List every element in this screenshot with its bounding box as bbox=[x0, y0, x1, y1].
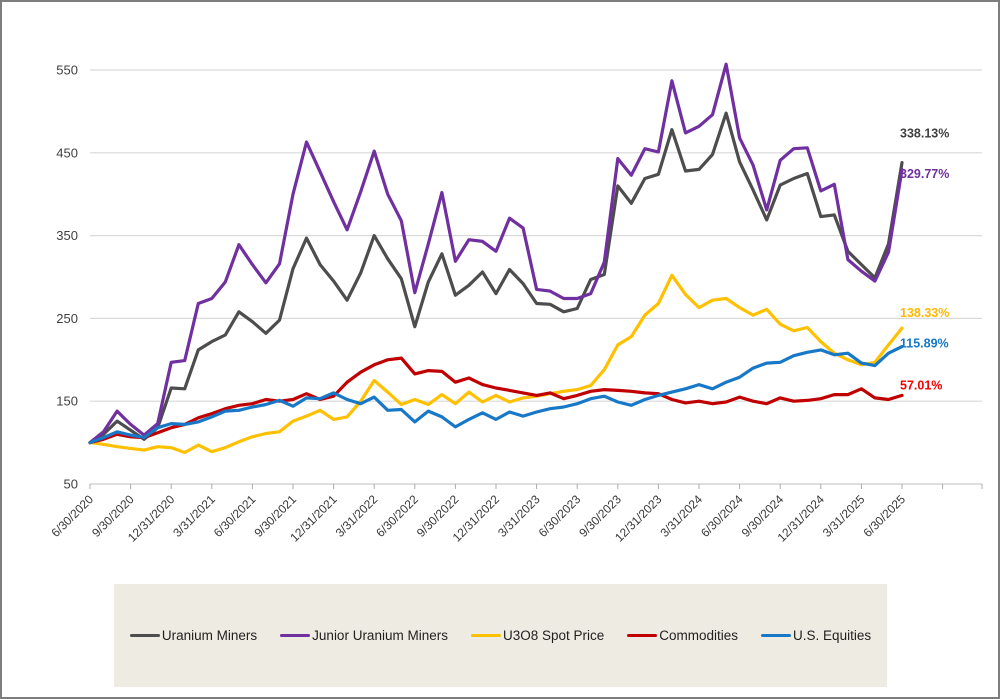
series-end-value-label: 138.33% bbox=[900, 306, 949, 320]
x-axis-date-label: 6/30/2021 bbox=[211, 492, 259, 540]
junior-uranium-miners-line bbox=[88, 62, 904, 445]
series-end-value-label: 329.77% bbox=[900, 167, 949, 181]
x-axis-date-label: 3/31/2022 bbox=[333, 492, 381, 540]
y-axis-tick-label: 550 bbox=[56, 63, 78, 78]
series-end-value-label: 57.01% bbox=[900, 378, 942, 392]
u-s-equities-line bbox=[88, 345, 904, 445]
line-chart-plot-area: 550450350250150506/30/20209/30/202012/31… bbox=[48, 62, 983, 545]
x-axis-date-label: 6/30/2022 bbox=[373, 492, 421, 540]
legend-label: Commodities bbox=[659, 628, 739, 643]
uranium-miners-line-swatch-icon bbox=[129, 633, 160, 638]
legend-item-uranium-miners: Uranium Miners bbox=[129, 628, 258, 643]
series-end-value-label: 115.89% bbox=[900, 337, 949, 351]
legend-item-us-equities: U.S. Equities bbox=[761, 628, 871, 643]
u3o8-spot-price-line bbox=[88, 273, 904, 455]
x-axis-date-label: 6/30/2020 bbox=[48, 492, 96, 540]
x-axis-date-label: 3/31/2025 bbox=[820, 492, 868, 540]
uranium-miners-line bbox=[88, 111, 904, 445]
x-axis-date-label: 3/31/2024 bbox=[657, 492, 705, 540]
us-equities-line-swatch-icon bbox=[761, 633, 792, 638]
x-axis-date-label: 6/30/2024 bbox=[698, 492, 746, 540]
y-axis-tick-label: 450 bbox=[56, 145, 78, 160]
legend-label: U.S. Equities bbox=[793, 628, 872, 643]
junior-uranium-miners-line-swatch-icon bbox=[280, 633, 311, 638]
y-axis-tick-label: 250 bbox=[56, 311, 78, 326]
x-axis-date-label: 3/31/2023 bbox=[495, 492, 543, 540]
legend-item-u3o8-spot-price: U3O8 Spot Price bbox=[470, 628, 605, 643]
series-end-value-label: 338.13% bbox=[900, 127, 949, 141]
legend-label: U3O8 Spot Price bbox=[502, 628, 605, 643]
legend-label: Junior Uranium Miners bbox=[312, 628, 448, 643]
y-axis-tick-label: 150 bbox=[56, 394, 78, 409]
legend-item-commodities: Commodities bbox=[627, 628, 738, 643]
legend-label: Uranium Miners bbox=[161, 628, 258, 643]
y-axis-tick-label: 50 bbox=[64, 477, 78, 492]
x-axis-date-label: 6/30/2023 bbox=[536, 492, 584, 540]
y-axis-tick-label: 350 bbox=[56, 228, 78, 243]
legend-item-junior-uranium-miners: Junior Uranium Miners bbox=[280, 628, 448, 643]
x-axis-date-label: 6/30/2025 bbox=[860, 492, 908, 540]
x-axis-date-label: 3/31/2021 bbox=[170, 492, 218, 540]
commodities-line-swatch-icon bbox=[627, 633, 658, 638]
u3o8-spot-price-line-swatch-icon bbox=[470, 633, 501, 638]
chart-legend: Uranium Miners Junior Uranium Miners U3O… bbox=[114, 584, 887, 687]
commodities-line bbox=[88, 356, 904, 445]
